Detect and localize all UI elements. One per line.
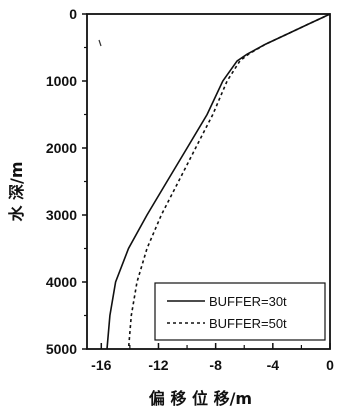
legend-label-buffer-50t: BUFFER=50t — [209, 316, 287, 331]
y-tick-label: 0 — [69, 6, 77, 22]
x-ticks — [100, 343, 331, 349]
x-tick-label: -4 — [267, 357, 280, 373]
x-tick-label: -12 — [148, 357, 168, 373]
x-tick-labels: -16 -12 -8 -4 0 — [91, 357, 334, 373]
x-axis-title: 偏 移 位 移/m — [149, 389, 252, 408]
stray-mark — [98, 39, 102, 47]
series-line-buffer-30t — [106, 13, 331, 350]
x-tick-label: -16 — [91, 357, 111, 373]
y-axis-title: 水 深/m — [7, 161, 26, 221]
x-tick-label: -8 — [209, 357, 222, 373]
y-tick-label: 3000 — [46, 207, 77, 223]
y-tick-label: 5000 — [46, 341, 77, 357]
series-group — [106, 13, 331, 350]
x-tick-label: 0 — [326, 357, 334, 373]
legend-box — [154, 282, 326, 341]
y-tick-labels: 0 1000 2000 3000 4000 5000 — [46, 6, 77, 357]
legend-label-buffer-30t: BUFFER=30t — [209, 294, 287, 309]
legend: BUFFER=30t BUFFER=50t — [154, 282, 326, 341]
y-tick-label: 1000 — [46, 73, 77, 89]
y-tick-label: 2000 — [46, 140, 77, 156]
y-ticks — [82, 13, 87, 350]
y-tick-label: 4000 — [46, 274, 77, 290]
